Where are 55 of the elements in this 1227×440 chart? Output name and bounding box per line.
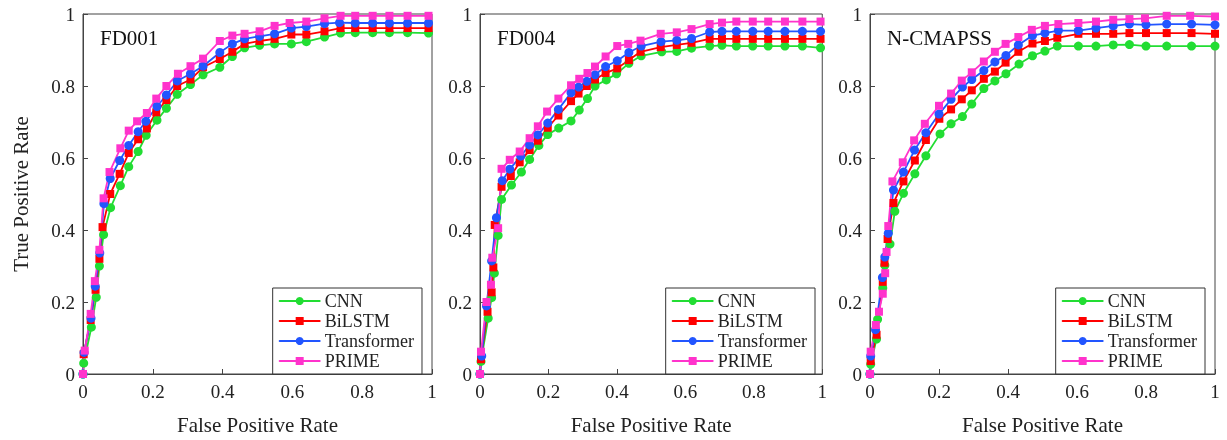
x-axis-title: False Positive Rate (570, 412, 732, 437)
legend-label: Transformer (717, 331, 808, 351)
y-tick-label: 0 (852, 363, 862, 385)
x-tick-label: 0.2 (140, 381, 165, 402)
y-tick-label: 0.6 (51, 147, 75, 169)
y-tick-label: 0.6 (838, 147, 862, 169)
x-tick-label: 0.4 (996, 381, 1021, 402)
x-tick-label: 1 (427, 381, 437, 402)
x-tick-label: 1 (817, 381, 827, 402)
x-tick-label: 0.6 (280, 381, 305, 402)
x-tick-label: 0.6 (673, 381, 698, 402)
legend-label: Transformer (1107, 331, 1198, 351)
y-tick-label: 0.6 (448, 147, 472, 169)
legend-label: PRIME (324, 351, 380, 371)
x-tick-label: 0 (475, 381, 485, 402)
legend-label: BiLSTM (1107, 311, 1173, 331)
legend-label: CNN (324, 291, 363, 311)
x-axis-title: False Positive Rate (962, 412, 1123, 437)
y-tick-label: 0.4 (51, 219, 76, 241)
legend-label: BiLSTM (324, 311, 390, 331)
legend-label: Transformer (324, 331, 415, 351)
y-tick-label: 0.8 (838, 75, 862, 97)
y-tick-label: 0.2 (838, 291, 862, 313)
x-tick-label: 0.4 (210, 381, 235, 402)
y-tick-label: 0.4 (448, 219, 473, 241)
y-axis-title: True Positive Rate (8, 116, 33, 272)
x-tick-label: 0 (865, 381, 875, 402)
x-tick-label: 0.8 (350, 381, 375, 402)
text: N-CMAPSS (887, 25, 993, 50)
text: FD004 (497, 25, 556, 50)
y-tick-label: 0 (462, 363, 472, 385)
text: FD001 (100, 25, 159, 50)
legend-label: CNN (1107, 291, 1146, 311)
y-tick-label: 1 (65, 3, 75, 25)
legend-label: CNN (717, 291, 756, 311)
y-tick-label: 0.2 (51, 291, 75, 313)
legend-label: PRIME (1107, 351, 1163, 371)
y-tick-label: 1 (462, 3, 472, 25)
x-tick-label: 0.8 (741, 381, 766, 402)
x-tick-label: 0.4 (605, 381, 630, 402)
y-tick-label: 0.2 (448, 291, 472, 313)
y-tick-label: 0.8 (448, 75, 472, 97)
y-tick-label: 0 (65, 363, 75, 385)
y-tick-label: 1 (852, 3, 862, 25)
x-axis-title: False Positive Rate (177, 412, 338, 437)
x-tick-label: 0.2 (927, 381, 951, 402)
x-tick-label: 0.2 (536, 381, 561, 402)
legend-label: BiLSTM (717, 311, 783, 331)
x-tick-label: 1 (1210, 381, 1220, 402)
x-tick-label: 0.8 (1134, 381, 1158, 402)
y-tick-label: 0.8 (51, 75, 75, 97)
x-tick-label: 0.6 (1065, 381, 1089, 402)
x-tick-label: 0 (78, 381, 88, 402)
y-tick-label: 0.4 (838, 219, 863, 241)
legend-label: PRIME (717, 351, 773, 371)
